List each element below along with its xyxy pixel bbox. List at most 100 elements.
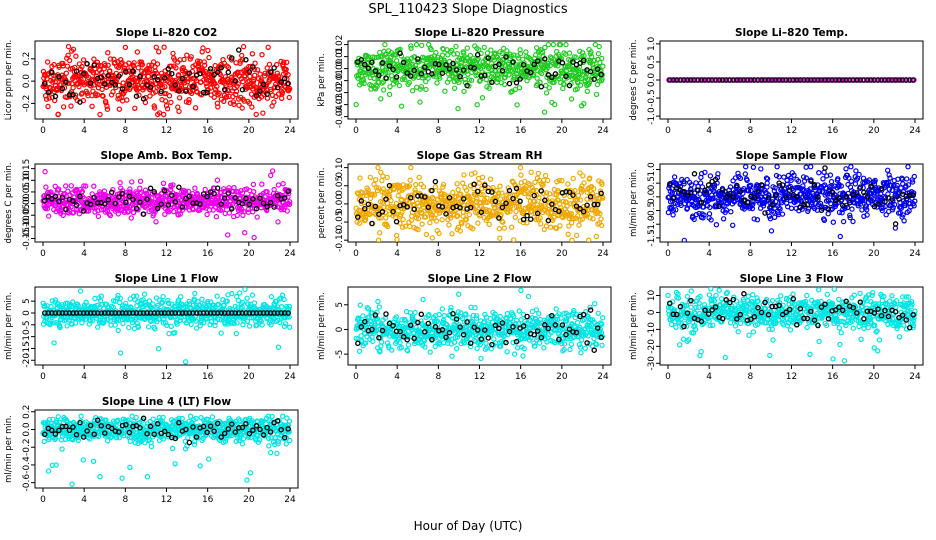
x-tick-label: 8	[122, 126, 128, 136]
data-point	[250, 81, 256, 88]
data-point	[49, 298, 56, 304]
data-point	[235, 297, 241, 304]
mean-point	[684, 192, 691, 199]
data-point	[99, 86, 105, 93]
mean-point	[383, 196, 389, 202]
point-layer	[353, 164, 606, 242]
data-point	[251, 300, 258, 306]
data-point	[231, 184, 237, 191]
mean-point	[126, 81, 133, 88]
mean-point	[229, 55, 235, 61]
mean-point	[411, 67, 417, 74]
mean-point	[573, 203, 580, 209]
data-point	[900, 212, 906, 218]
data-point	[126, 208, 132, 214]
data-point	[579, 187, 586, 193]
data-point	[188, 90, 195, 97]
data-point	[727, 184, 734, 190]
data-point	[178, 197, 185, 204]
data-point	[89, 103, 95, 110]
mean-point	[691, 77, 698, 83]
data-point	[577, 82, 584, 88]
data-point	[226, 185, 232, 191]
data-point	[380, 79, 386, 85]
mean-point	[772, 77, 779, 83]
mean-point	[63, 206, 69, 213]
mean-point	[84, 61, 90, 67]
data-point	[501, 81, 508, 88]
mean-point	[496, 215, 502, 221]
mean-point	[563, 189, 569, 195]
data-point	[51, 340, 57, 346]
mean-point	[489, 79, 495, 86]
data-point	[362, 214, 368, 220]
data-point	[154, 61, 161, 67]
data-point	[55, 186, 62, 192]
data-point	[428, 214, 435, 221]
mean-point	[471, 65, 477, 71]
data-point	[539, 70, 545, 77]
data-point	[513, 67, 519, 74]
data-point	[599, 181, 605, 187]
data-point	[119, 187, 126, 194]
mean-point	[393, 74, 400, 80]
data-point	[52, 183, 58, 189]
data-point	[224, 298, 230, 304]
data-point	[455, 212, 461, 219]
data-point	[567, 63, 573, 70]
mean-point	[415, 56, 421, 62]
mean-point	[892, 77, 899, 83]
data-point	[375, 185, 382, 191]
data-point	[75, 303, 82, 309]
data-point	[419, 42, 425, 49]
data-point	[387, 84, 393, 90]
mean-point	[260, 200, 267, 206]
data-point	[221, 60, 227, 67]
mean-point	[94, 310, 101, 316]
data-point	[839, 209, 845, 216]
data-point	[204, 211, 210, 218]
figure-title: SPL_110423 Slope Diagnostics	[368, 2, 567, 17]
data-point	[728, 208, 734, 215]
x-tick-label: 4	[706, 126, 712, 136]
mean-point	[815, 194, 821, 200]
data-point	[177, 294, 184, 300]
mean-point	[527, 69, 534, 76]
data-point	[215, 104, 221, 110]
mean-point	[843, 77, 849, 83]
data-point	[72, 320, 79, 326]
data-point	[451, 78, 457, 85]
x-tick-label: 16	[202, 126, 214, 136]
data-point	[871, 178, 877, 185]
data-point	[866, 177, 873, 183]
data-point	[568, 210, 575, 217]
data-point	[429, 194, 436, 201]
data-point	[711, 184, 718, 191]
data-point	[758, 166, 764, 172]
data-point	[714, 203, 720, 210]
mean-point	[559, 60, 566, 66]
data-point	[72, 92, 79, 98]
mean-point	[422, 194, 428, 200]
data-point	[713, 221, 720, 228]
data-point	[70, 209, 77, 216]
mean-point	[126, 193, 133, 200]
data-point	[803, 164, 809, 170]
data-point	[283, 66, 289, 73]
data-point	[473, 203, 479, 210]
data-point	[96, 81, 102, 88]
mean-point	[882, 198, 888, 205]
x-tick-label: 4	[394, 249, 400, 259]
mean-point	[846, 200, 853, 206]
mean-point	[769, 202, 775, 208]
data-point	[580, 173, 586, 179]
y-tick-label: -0.10	[335, 228, 345, 252]
data-point	[484, 199, 490, 206]
data-point	[181, 80, 188, 86]
data-point	[249, 104, 255, 110]
data-point	[207, 68, 213, 74]
data-point	[511, 237, 517, 242]
mean-point	[42, 197, 48, 204]
data-point	[162, 211, 168, 217]
data-point	[407, 223, 413, 230]
